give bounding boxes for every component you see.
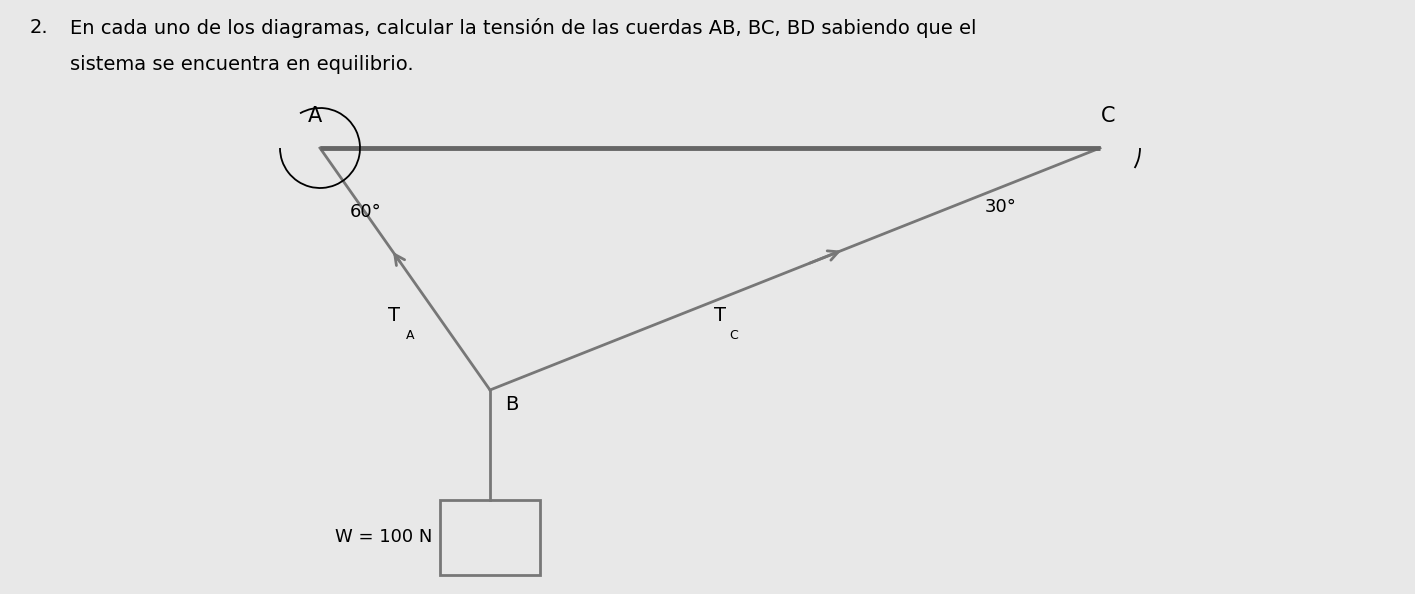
Text: A: A [406, 329, 415, 342]
Text: T: T [389, 306, 400, 325]
Text: sistema se encuentra en equilibrio.: sistema se encuentra en equilibrio. [69, 55, 413, 74]
Text: C: C [1101, 106, 1115, 126]
Text: 2.: 2. [30, 18, 48, 37]
Text: T: T [713, 306, 726, 325]
Text: C: C [730, 329, 739, 342]
Text: 60°: 60° [350, 203, 382, 221]
Text: B: B [505, 395, 518, 414]
Text: W = 100 N: W = 100 N [334, 529, 432, 546]
Bar [440, 500, 541, 575]
Text: 30°: 30° [985, 198, 1017, 216]
Text: A: A [308, 106, 323, 126]
Text: En cada uno de los diagramas, calcular la tensión de las cuerdas AB, BC, BD sabi: En cada uno de los diagramas, calcular l… [69, 18, 976, 38]
